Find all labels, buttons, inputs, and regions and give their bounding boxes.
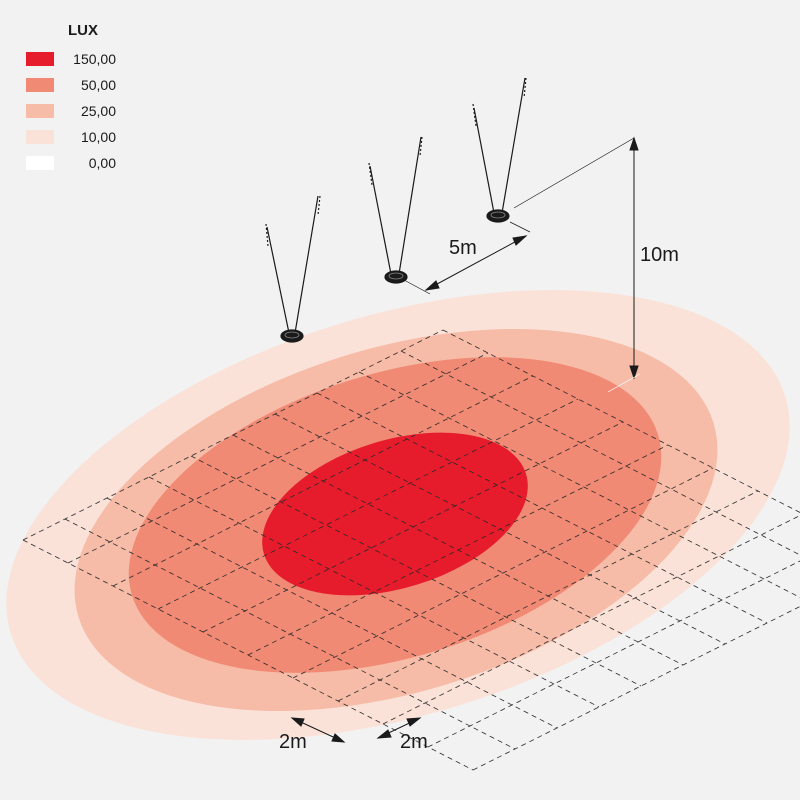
legend-swatch — [26, 78, 54, 92]
luminaires — [265, 77, 527, 343]
grid-line — [157, 398, 579, 610]
legend-item-10: 10,00 — [26, 128, 146, 148]
legend-swatch — [26, 130, 54, 144]
legend-item-50: 50,00 — [26, 76, 146, 96]
luminaire-1 — [265, 195, 321, 343]
contour-150 — [262, 432, 528, 596]
legend-value: 50,00 — [80, 77, 116, 93]
grid-line — [106, 497, 558, 729]
grid-line — [382, 515, 800, 725]
legend-item-25: 25,00 — [26, 102, 146, 122]
grid-line — [148, 476, 600, 708]
legend-value: 0,00 — [88, 155, 116, 171]
legend-swatch — [26, 52, 54, 66]
legend-item-150: 150,00 — [26, 50, 146, 70]
legend-item-0: 0,00 — [26, 154, 146, 174]
grid-line — [274, 413, 726, 645]
legend-title: LUX — [68, 22, 98, 39]
floor-grid — [22, 329, 800, 771]
grid-y-label: 2m — [400, 731, 428, 753]
grid-line — [358, 371, 800, 598]
grid-line — [442, 329, 800, 513]
grid-line — [67, 352, 489, 564]
grid-line — [316, 392, 768, 624]
grid-line — [400, 350, 800, 556]
legend-value: 150,00 — [73, 51, 116, 67]
luminaire-3 — [472, 77, 527, 223]
luminaire-2 — [368, 136, 423, 284]
grid-line — [292, 467, 714, 679]
legend-swatch — [26, 104, 54, 118]
grid-line — [22, 539, 474, 771]
grid-line — [64, 518, 516, 750]
grid-x-label: 2m — [279, 731, 307, 753]
legend-swatch — [26, 156, 54, 170]
legend-value: 10,00 — [80, 129, 116, 145]
grid-line — [190, 455, 642, 687]
legend-value: 25,00 — [80, 103, 116, 119]
lux-contours — [6, 290, 790, 740]
grid-line — [232, 434, 684, 666]
height-label: 10m — [640, 244, 679, 266]
dimension-lines — [290, 136, 641, 743]
spacing-label: 5m — [449, 237, 477, 259]
